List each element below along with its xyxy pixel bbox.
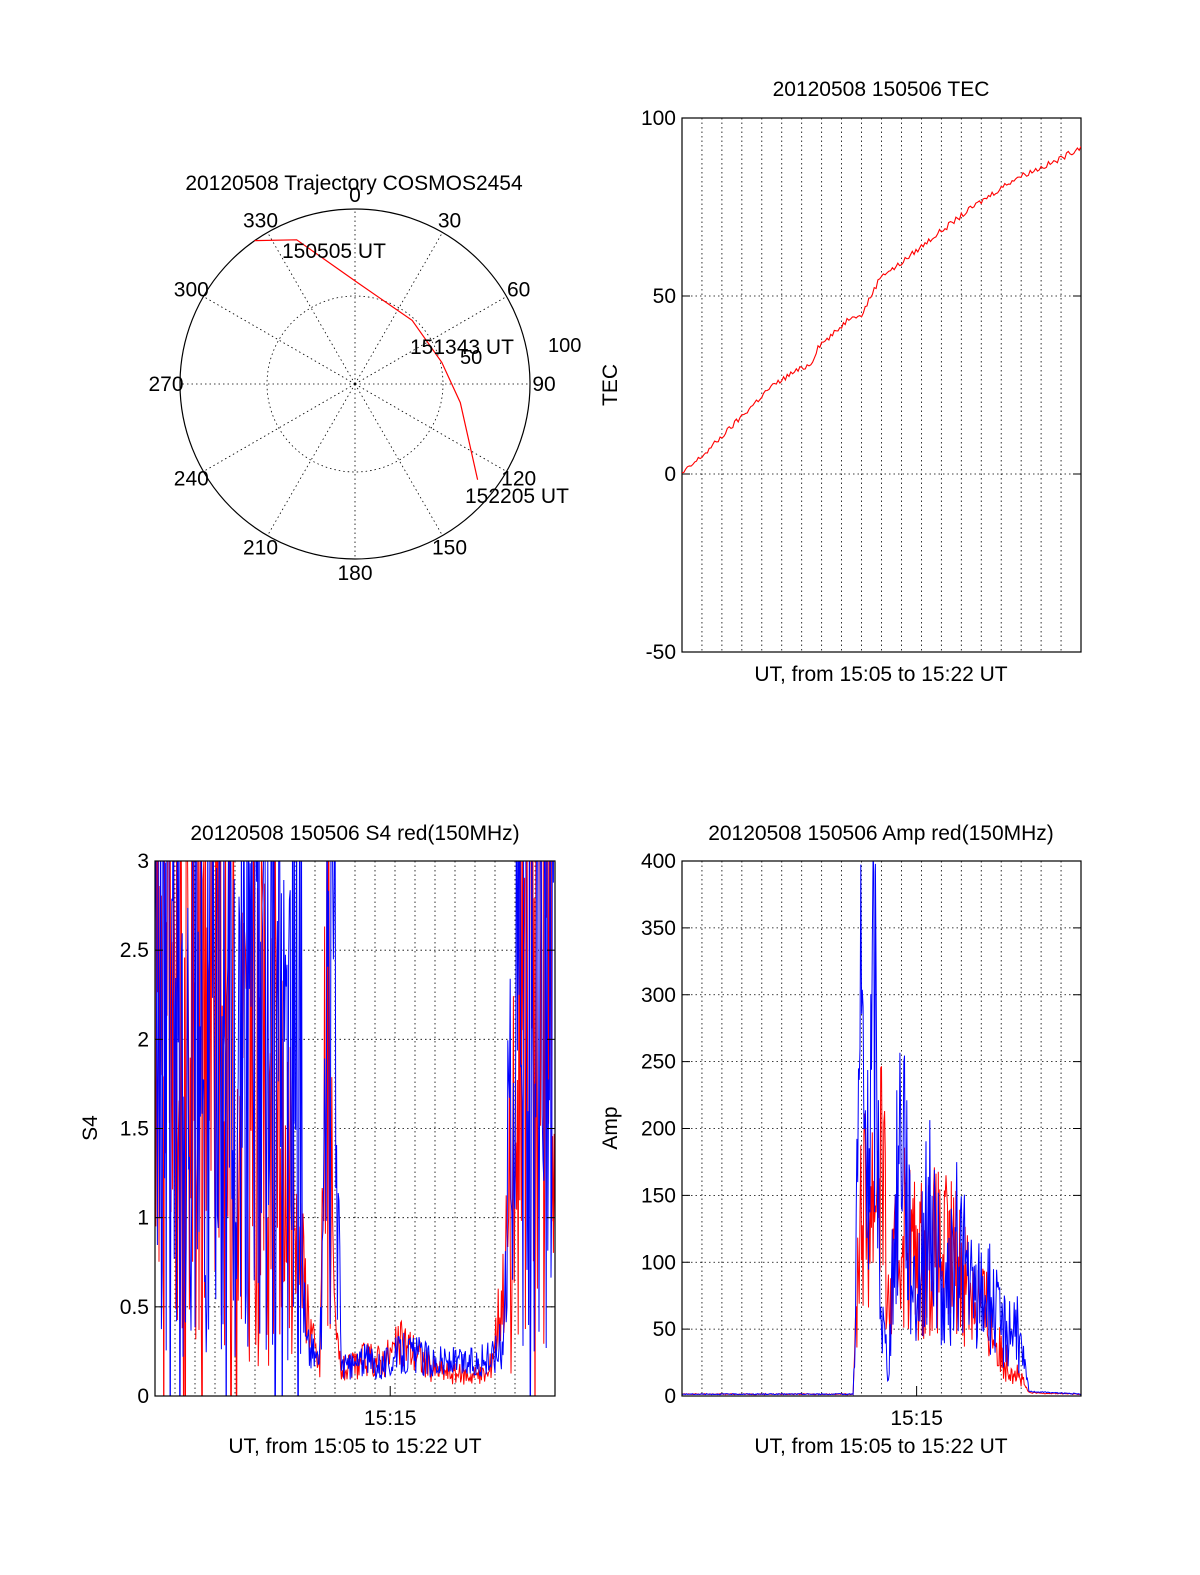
s4-chart: 20120508 150506 S4 red(150MHz) 0 0.5 1 1.5 2… — [79, 822, 556, 1458]
tec-xlabel: UT, from 15:05 to 15:22 UT — [754, 663, 1007, 686]
amp-y-tick-label: 200 — [641, 1118, 676, 1141]
amp-series-blue-line — [682, 861, 1081, 1396]
tec-title: 20120508 150506 TEC — [773, 78, 990, 101]
s4-series-blue-line — [155, 861, 554, 1396]
tec-y-ticks: -50 0 50 100 — [641, 107, 1081, 664]
s4-y-tick-label: 1.5 — [120, 1118, 149, 1141]
polar-azimuth-label-30: 30 — [438, 209, 461, 232]
tec-y-tick-label: 100 — [641, 107, 676, 130]
amp-y-tick-label: 0 — [664, 1385, 676, 1408]
s4-x-tick-label: 15:15 — [364, 1407, 417, 1430]
polar-spoke-120 — [354, 383, 507, 472]
amp-ylabel: Amp — [599, 1106, 622, 1149]
polar-annotation-mid: 151343 UT — [410, 336, 514, 359]
amp-y-tick-label: 300 — [641, 984, 676, 1007]
polar-inner-circle — [266, 295, 444, 473]
amp-y-tick-label: 100 — [641, 1251, 676, 1274]
polar-spoke-240 — [203, 383, 356, 472]
amp-xlabel: UT, from 15:05 to 15:22 UT — [754, 1435, 1007, 1458]
s4-ylabel: S4 — [79, 1115, 102, 1141]
tec-y-tick-label: 50 — [653, 285, 676, 308]
tec-plot-frame — [681, 117, 1082, 653]
polar-annotation-end: 152205 UT — [465, 485, 569, 508]
s4-y-tick-label: 3 — [137, 850, 149, 873]
polar-azimuth-label-300: 300 — [174, 279, 209, 302]
polar-annotation-start: 150505 UT — [282, 240, 386, 263]
s4-x-ticks: 15:15 — [364, 1386, 417, 1430]
amp-x-ticks: 15:15 — [890, 1386, 943, 1430]
tec-y-tick-label: -50 — [646, 641, 676, 664]
polar-azimuth-label-120: 120 — [501, 468, 536, 491]
s4-title: 20120508 150506 S4 red(150MHz) — [190, 822, 519, 845]
amp-series — [682, 861, 1081, 1396]
polar-radial-tick-100: 100 — [548, 335, 581, 357]
polar-azimuth-label-240: 240 — [174, 468, 209, 491]
amp-y-tick-label: 400 — [641, 850, 676, 873]
tec-y-tick-label: 0 — [664, 463, 676, 486]
amp-y-tick-label: 250 — [641, 1051, 676, 1074]
polar-azimuth-label-330: 330 — [243, 209, 278, 232]
tec-series — [682, 146, 1081, 474]
amp-chart: 20120508 150506 Amp red(150MHz) 0 50 100 15… — [599, 822, 1082, 1458]
s4-series — [155, 861, 555, 1396]
tec-chart: 20120508 150506 TEC -50 0 50 100 TEC UT, fr… — [599, 78, 1082, 686]
polar-trajectory-line — [254, 239, 479, 480]
polar-azimuth-label-90: 90 — [532, 373, 555, 396]
s4-y-ticks: 0 0.5 1 1.5 2 2.5 3 — [120, 850, 555, 1408]
s4-y-tick-label: 0 — [137, 1385, 149, 1408]
polar-azimuth-labels: 0 30 60 90 120 150 180 210 240 270 300 330 — [148, 184, 555, 585]
amp-x-tick-label: 15:15 — [890, 1407, 943, 1430]
amp-y-tick-label: 350 — [641, 917, 676, 940]
tec-series-red-line — [682, 146, 1081, 474]
tec-ylabel: TEC — [599, 364, 622, 406]
tec-grid — [682, 118, 1081, 652]
polar-chart: 20120508 Trajectory COSMOS2454 0 30 60 90 12… — [148, 172, 581, 585]
polar-title: 20120508 Trajectory COSMOS2454 — [185, 172, 523, 195]
s4-y-tick-label: 2 — [137, 1028, 149, 1051]
polar-radial-tick-50: 50 — [460, 347, 482, 369]
s4-xlabel: UT, from 15:05 to 15:22 UT — [228, 1435, 481, 1458]
polar-outer-circle — [179, 208, 531, 560]
polar-azimuth-label-150: 150 — [432, 537, 467, 560]
s4-y-tick-label: 1 — [137, 1207, 149, 1230]
s4-y-tick-label: 0.5 — [120, 1296, 149, 1319]
polar-azimuth-label-270: 270 — [148, 373, 183, 396]
polar-azimuth-label-60: 60 — [507, 279, 530, 302]
polar-spoke-210 — [267, 383, 356, 536]
s4-y-tick-label: 2.5 — [120, 939, 149, 962]
polar-azimuth-label-180: 180 — [337, 562, 372, 585]
polar-spoke-300 — [203, 296, 356, 385]
polar-azimuth-label-0: 0 — [349, 184, 361, 207]
polar-azimuth-label-210: 210 — [243, 537, 278, 560]
polar-spoke-150 — [354, 383, 443, 536]
amp-y-tick-label: 150 — [641, 1184, 676, 1207]
amp-y-tick-label: 50 — [653, 1318, 676, 1341]
amp-title: 20120508 150506 Amp red(150MHz) — [708, 822, 1054, 845]
amp-y-ticks: 0 50 100 150 200 250 300 350 400 — [641, 850, 1081, 1408]
